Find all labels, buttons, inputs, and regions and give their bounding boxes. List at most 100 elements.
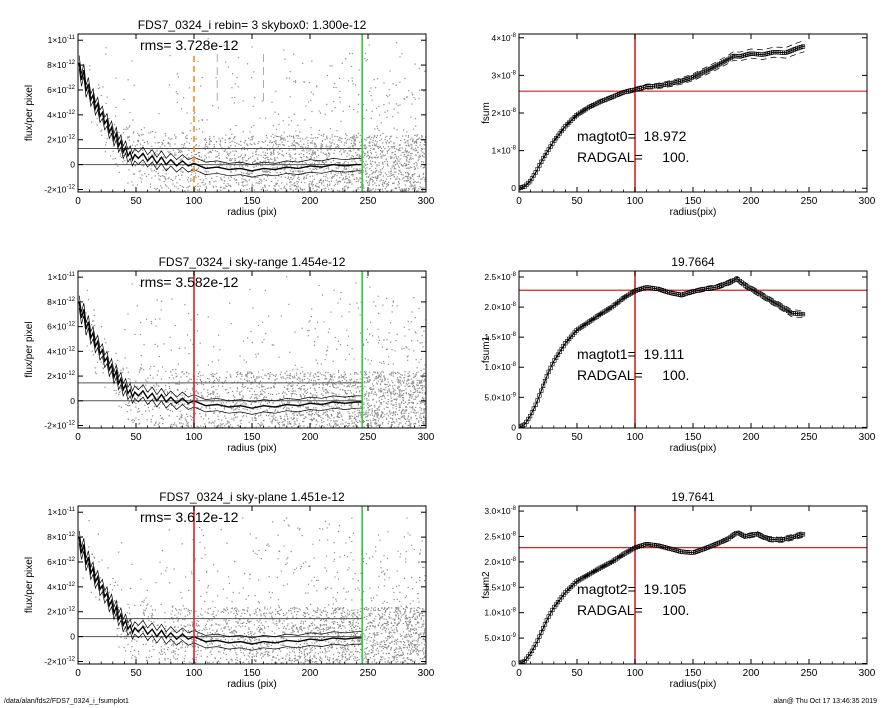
pixel-point bbox=[345, 380, 347, 382]
pixel-point bbox=[409, 176, 411, 178]
pixel-point bbox=[413, 386, 415, 388]
pixel-point bbox=[351, 140, 353, 142]
pixel-point bbox=[360, 402, 362, 404]
pixel-point bbox=[203, 158, 206, 160]
pixel-point bbox=[371, 408, 373, 410]
pixel-point bbox=[289, 135, 291, 137]
pixel-point bbox=[402, 408, 404, 410]
pixel-point bbox=[419, 400, 421, 402]
pixel-point bbox=[405, 409, 407, 411]
pixel-point bbox=[401, 152, 403, 154]
pixel-point bbox=[161, 187, 163, 189]
pixel-point bbox=[238, 426, 240, 428]
pixel-point bbox=[352, 174, 355, 176]
pixel-point bbox=[199, 378, 201, 381]
pixel-point bbox=[372, 420, 374, 422]
pixel-point bbox=[242, 158, 244, 160]
pixel-point bbox=[260, 146, 262, 148]
pixel-point bbox=[414, 317, 416, 319]
pixel-point bbox=[327, 416, 329, 418]
pixel-point bbox=[396, 163, 398, 165]
pixel-point bbox=[243, 189, 245, 191]
pixel-point bbox=[364, 58, 366, 60]
pixel-point bbox=[339, 137, 341, 139]
pixel-point bbox=[297, 143, 299, 145]
pixel-point bbox=[315, 396, 317, 398]
pixel-point bbox=[316, 321, 319, 323]
pixel-point bbox=[185, 147, 187, 149]
pixel-point bbox=[204, 145, 206, 147]
pixel-point bbox=[261, 141, 263, 143]
pixel-point bbox=[350, 430, 351, 431]
pixel-point bbox=[125, 128, 127, 130]
pixel-point bbox=[392, 430, 393, 431]
pixel-point bbox=[363, 420, 365, 422]
pixel-point bbox=[254, 177, 256, 179]
pixel-point bbox=[392, 421, 394, 423]
pixel-point bbox=[413, 398, 415, 400]
pixel-point bbox=[368, 184, 370, 186]
pixel-point bbox=[419, 392, 421, 394]
pixel-point bbox=[364, 374, 366, 376]
pixel-point bbox=[198, 128, 200, 130]
pixel-point bbox=[205, 137, 207, 139]
pixel-point bbox=[293, 81, 295, 83]
pixel-point bbox=[319, 167, 321, 169]
pixel-point bbox=[181, 186, 183, 188]
pixel-point bbox=[418, 193, 419, 194]
pixel-point bbox=[380, 138, 383, 140]
pixel-point bbox=[229, 153, 231, 155]
pixel-point bbox=[353, 149, 355, 151]
pixel-point bbox=[238, 143, 240, 145]
pixel-point bbox=[395, 402, 397, 404]
pixel-point bbox=[326, 391, 329, 393]
pixel-point bbox=[326, 74, 329, 77]
pixel-point bbox=[402, 164, 404, 166]
pixel-point bbox=[386, 174, 388, 176]
pixel-point bbox=[422, 376, 424, 379]
pixel-point bbox=[229, 401, 231, 403]
pixel-point bbox=[181, 144, 183, 146]
pixel-point bbox=[422, 173, 424, 175]
pixel-point bbox=[101, 326, 103, 328]
pixel-point bbox=[228, 184, 230, 186]
pixel-point bbox=[390, 194, 391, 195]
pixel-point bbox=[385, 143, 388, 145]
pixel-point bbox=[380, 122, 382, 124]
pixel-point bbox=[306, 388, 309, 390]
pixel-point bbox=[423, 411, 425, 413]
pixel-point bbox=[303, 176, 305, 178]
pixel-point bbox=[404, 415, 406, 417]
pixel-point bbox=[175, 383, 177, 385]
pixel-point bbox=[345, 176, 347, 178]
pixel-point bbox=[418, 381, 420, 383]
pixel-point bbox=[252, 135, 254, 137]
pixel-point bbox=[224, 404, 226, 406]
pixel-point bbox=[206, 377, 209, 380]
pixel-point bbox=[368, 175, 370, 178]
pixel-point bbox=[391, 349, 393, 351]
pixel-point bbox=[222, 410, 224, 413]
pixel-point bbox=[289, 422, 291, 424]
pixel-point bbox=[258, 371, 260, 373]
pixel-point bbox=[307, 173, 309, 175]
pixel-point bbox=[379, 361, 381, 363]
pixel-point bbox=[313, 193, 314, 194]
pixel-point bbox=[392, 174, 394, 176]
pixel-point bbox=[357, 416, 359, 418]
pixel-point bbox=[196, 189, 198, 191]
pixel-point bbox=[188, 404, 190, 406]
pixel-point bbox=[329, 153, 331, 155]
pixel-point bbox=[164, 184, 167, 186]
pixel-point bbox=[318, 162, 320, 164]
pixel-point bbox=[418, 636, 420, 638]
pixel-point bbox=[405, 156, 407, 158]
pixel-point bbox=[133, 84, 135, 86]
pixel-point bbox=[412, 188, 414, 190]
pixel-point bbox=[351, 348, 353, 350]
pixel-point bbox=[209, 137, 211, 139]
pixel-point bbox=[243, 401, 245, 403]
pixel-point bbox=[229, 128, 231, 130]
pixel-point bbox=[282, 143, 284, 146]
pixel-point bbox=[284, 419, 286, 421]
